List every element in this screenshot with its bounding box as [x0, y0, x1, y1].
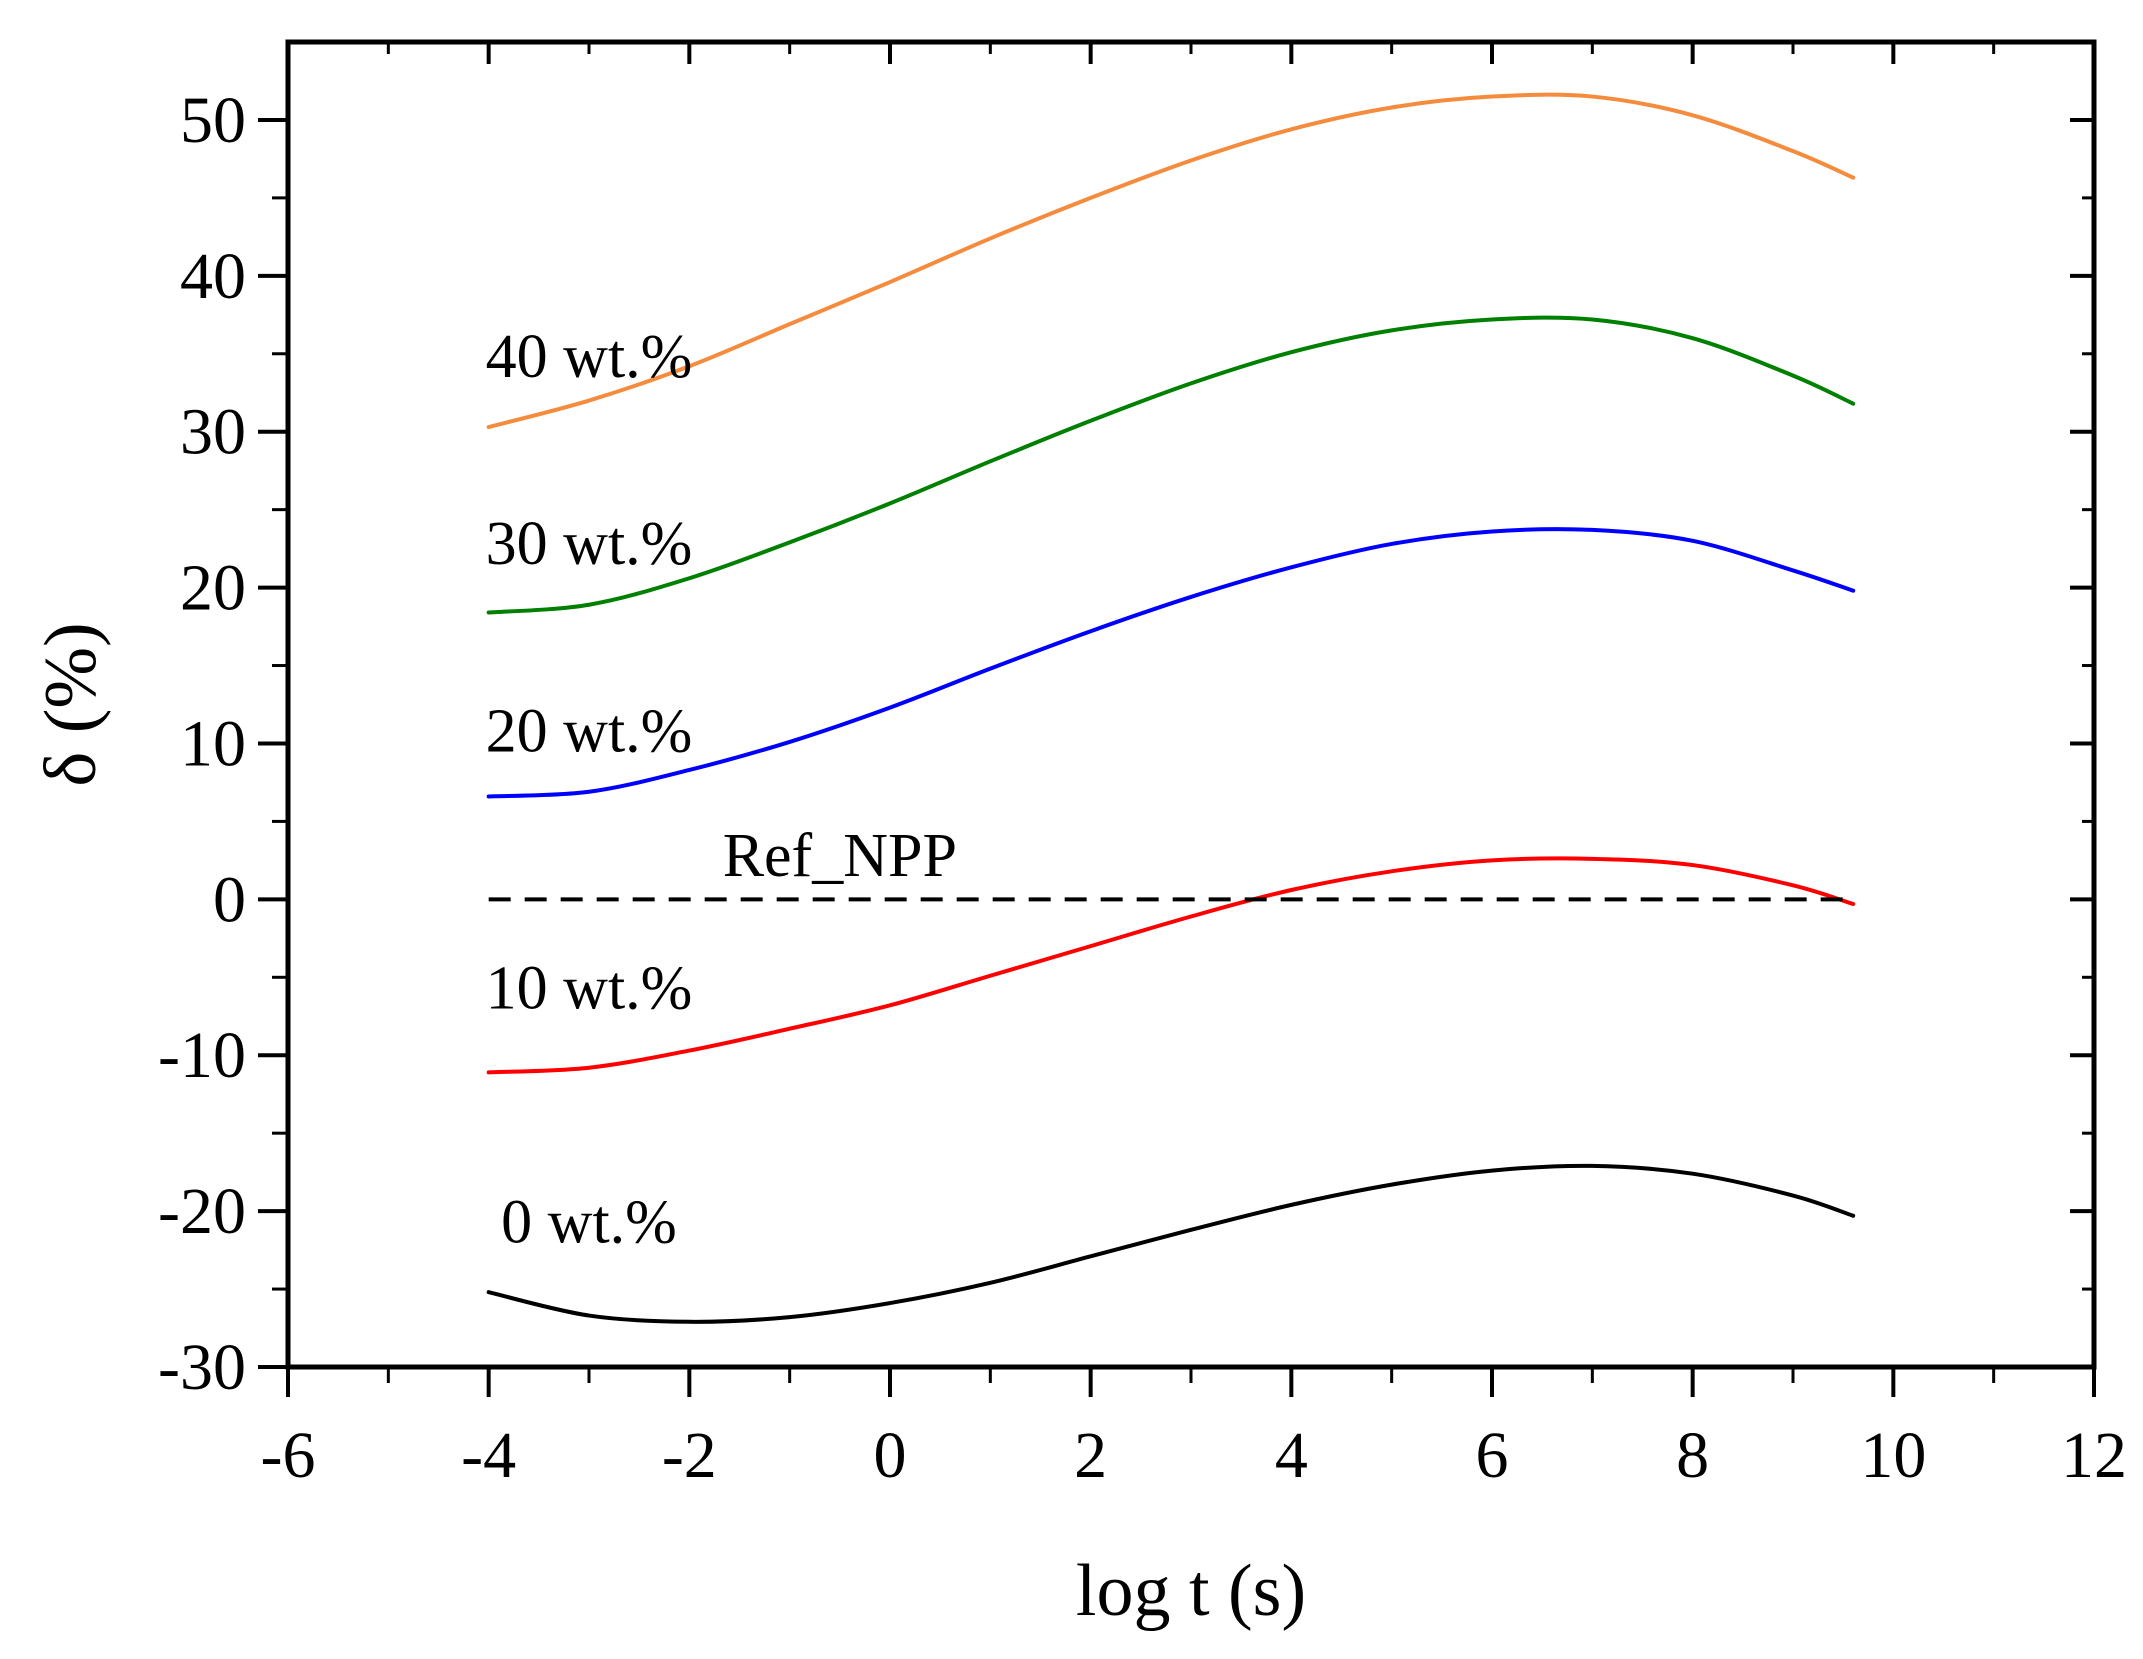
y-tick-label: -10 — [158, 1019, 246, 1092]
series-label-30-wt: 30 wt.% — [486, 510, 693, 578]
x-tick-label: 6 — [1476, 1419, 1509, 1492]
y-tick-label: 20 — [180, 552, 246, 625]
y-tick-label: 0 — [213, 863, 246, 936]
y-tick-label: 50 — [180, 84, 246, 157]
x-axis-title: log t (s) — [1076, 1550, 1306, 1632]
x-tick-label: 12 — [2061, 1419, 2127, 1492]
x-tick-label: 0 — [874, 1419, 907, 1492]
y-tick-label: 40 — [180, 240, 246, 313]
y-tick-label: 30 — [180, 396, 246, 469]
plot-frame — [285, 39, 2097, 1370]
series-line-40-wt — [486, 92, 1856, 430]
x-tick-label: 10 — [1860, 1419, 1926, 1492]
series-label-40-wt: 40 wt.% — [486, 323, 693, 391]
x-tick-label: -2 — [662, 1419, 717, 1492]
series-layer — [486, 92, 1856, 1324]
series-line-10-wt — [486, 856, 1856, 1075]
series-line-20-wt — [486, 527, 1856, 799]
x-tick-label: 2 — [1074, 1419, 1107, 1492]
y-tick-label: 10 — [180, 707, 246, 780]
series-label-ref-npp: Ref_NPP — [723, 822, 957, 890]
x-tick-label: 8 — [1676, 1419, 1709, 1492]
series-label-10-wt: 10 wt.% — [486, 954, 693, 1022]
series-line-30-wt — [486, 315, 1856, 615]
y-tick-label: -30 — [158, 1331, 246, 1404]
series-label-20-wt: 20 wt.% — [486, 697, 693, 765]
x-tick-label: -4 — [461, 1419, 516, 1492]
y-axis-title: δ (%) — [30, 622, 112, 786]
series-label-0-wt: 0 wt.% — [501, 1188, 677, 1256]
series-line-0-wt — [486, 1163, 1856, 1324]
x-tick-label: 4 — [1275, 1419, 1308, 1492]
x-tick-label: -6 — [261, 1419, 316, 1492]
y-tick-label: -20 — [158, 1175, 246, 1248]
